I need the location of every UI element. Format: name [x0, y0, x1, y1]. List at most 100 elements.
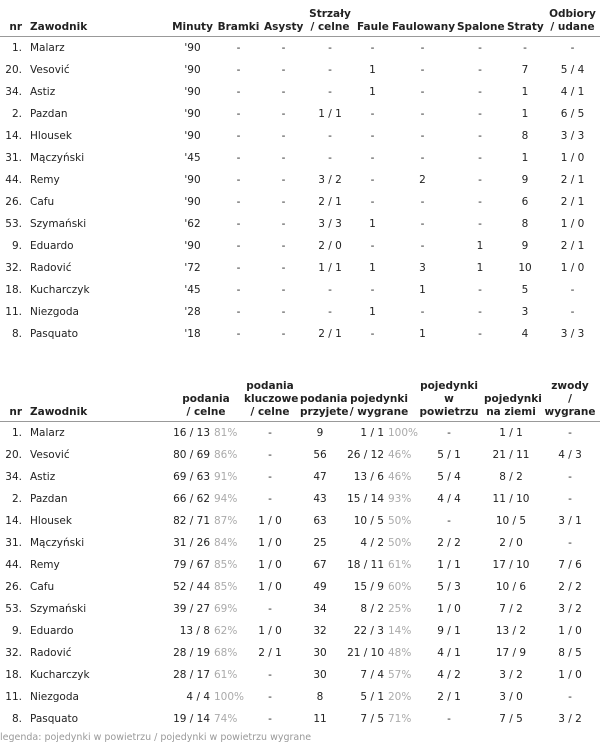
match-stats-table: nr Zawodnik Minuty Bramki Asysty Strzały / cel… [0, 0, 600, 345]
cell: Malarz [30, 42, 65, 54]
column-header: Bramki [215, 0, 262, 37]
cell: 31 / 26 84% [170, 532, 242, 554]
cell: - [478, 130, 482, 142]
cell: '90 [184, 196, 201, 208]
percent: 48% [388, 647, 412, 659]
cell: 1 [521, 86, 529, 98]
cell: '90 [184, 240, 201, 252]
cell: 10 / 5 [495, 515, 527, 527]
cell: Szymański [30, 218, 87, 230]
cell: 1 [521, 152, 529, 164]
cell: 9. [11, 625, 22, 637]
player-row: 9. Eduardo 13 / 8 62% 1 / 0 32 22 / 3 14% 9 / 1 1… [0, 620, 600, 642]
cell: - [370, 174, 375, 186]
player-row: 14. Hlousek 82 / 71 87% 1 / 0 63 10 / 5 50% - 10 … [0, 510, 600, 532]
cell: 13 / 2 [495, 625, 527, 637]
cell: 4 / 4 [437, 493, 461, 505]
cell: Hlousek [30, 515, 72, 527]
cell: - [570, 306, 575, 318]
cell: - [281, 108, 286, 120]
cell: - [281, 42, 286, 54]
cell: 2 / 1 [560, 196, 585, 208]
cell: '90 [184, 130, 201, 142]
cell: Pasquato [30, 713, 79, 725]
cell: 16 / 13 81% [170, 422, 242, 445]
cell: Vesović [30, 449, 70, 461]
cell: 44. [5, 174, 22, 186]
player-row: 14. Hlousek '90 - - - - - - 8 3 / 3 [0, 125, 600, 147]
cell: '90 [184, 86, 201, 98]
cell: 25 [313, 537, 327, 549]
player-row: 53. Szymański '62 - - 3 / 3 1 - - 8 1 / 0 [0, 213, 600, 235]
header-line: Faulowany [392, 21, 456, 33]
cell: - [420, 196, 425, 208]
header-line: Strzały [309, 8, 351, 20]
cell: - [236, 240, 241, 252]
cell: 18 / 11 61% [342, 554, 416, 576]
cell: - [236, 306, 241, 318]
cell: 1 / 0 [258, 559, 282, 571]
cell: 18. [5, 669, 22, 681]
cell: - [447, 515, 451, 527]
cell: 53. [5, 603, 22, 615]
value: 5 / 1 [360, 691, 384, 703]
cell: 14. [5, 130, 22, 142]
legend: legenda: pojedynki w powietrzu / pojedyn… [0, 732, 312, 743]
cell: - [478, 328, 482, 340]
cell: - [478, 108, 482, 120]
cell: 15 / 9 60% [342, 576, 416, 598]
cell: - [420, 240, 425, 252]
header-line: na ziemi [486, 406, 536, 418]
cell: Astiz [30, 471, 56, 483]
percent: 85% [214, 581, 238, 593]
percent: 85% [214, 559, 238, 571]
header-line: / udane [550, 21, 595, 33]
cell: 56 [313, 449, 327, 461]
cell: 8 [521, 218, 529, 230]
cell: 44. [5, 559, 22, 571]
cell: 13 / 8 62% [170, 620, 242, 642]
cell: 1 / 1 [437, 559, 461, 571]
header-line: / celne [310, 21, 350, 33]
cell: 63 [313, 515, 327, 527]
cell: 1 [476, 240, 484, 252]
passing-stats-table: nr Zawodnik podania / celne podania kluczowe … [0, 374, 600, 730]
cell: 1 / 0 [560, 218, 585, 230]
value: 15 / 14 [347, 493, 384, 505]
cell: Vesović [30, 64, 70, 76]
cell: 3 / 3 [560, 328, 585, 340]
cell: - [328, 152, 332, 164]
cell: 4 / 2 50% [342, 532, 416, 554]
header-line: w powietrzu [419, 393, 479, 418]
player-row: 11. Niezgoda '28 - - - 1 - - 3 - [0, 301, 600, 323]
cell: 31. [5, 152, 22, 164]
percent: 94% [214, 493, 238, 505]
column-header: Zawodnik [24, 374, 170, 422]
cell: 10 / 6 [495, 581, 527, 593]
column-header: Minuty [170, 0, 215, 37]
cell: 32 [313, 625, 327, 637]
cell: '90 [184, 42, 201, 54]
cell: Kucharczyk [30, 669, 90, 681]
player-row: 32. Radović '72 - - 1 / 1 1 3 1 10 1 / 0 [0, 257, 600, 279]
cell: 31. [5, 537, 22, 549]
player-row: 34. Astiz 69 / 63 91% - 47 13 / 6 46% 5 / 4 8 / 2… [0, 466, 600, 488]
cell: - [268, 493, 272, 505]
cell: - [236, 196, 241, 208]
cell: 1 / 0 [558, 625, 582, 637]
column-header: podania / celne [170, 374, 242, 422]
cell: 7 / 5 [499, 713, 523, 725]
cell: '45 [184, 284, 201, 296]
cell: 2 / 2 [437, 537, 461, 549]
header-line: Zawodnik [30, 21, 88, 33]
cell: 11 [313, 713, 327, 725]
cell: - [236, 64, 241, 76]
cell: 26. [5, 581, 22, 593]
cell: Cafu [30, 581, 55, 593]
cell: - [281, 130, 286, 142]
cell: - [281, 262, 286, 274]
header-line: Asysty [264, 21, 304, 33]
header-line: Odbiory [549, 8, 596, 20]
player-row: 8. Pasquato '18 - - 2 / 1 - 1 - 4 3 / 3 [0, 323, 600, 345]
header-line: / celne [186, 406, 226, 418]
